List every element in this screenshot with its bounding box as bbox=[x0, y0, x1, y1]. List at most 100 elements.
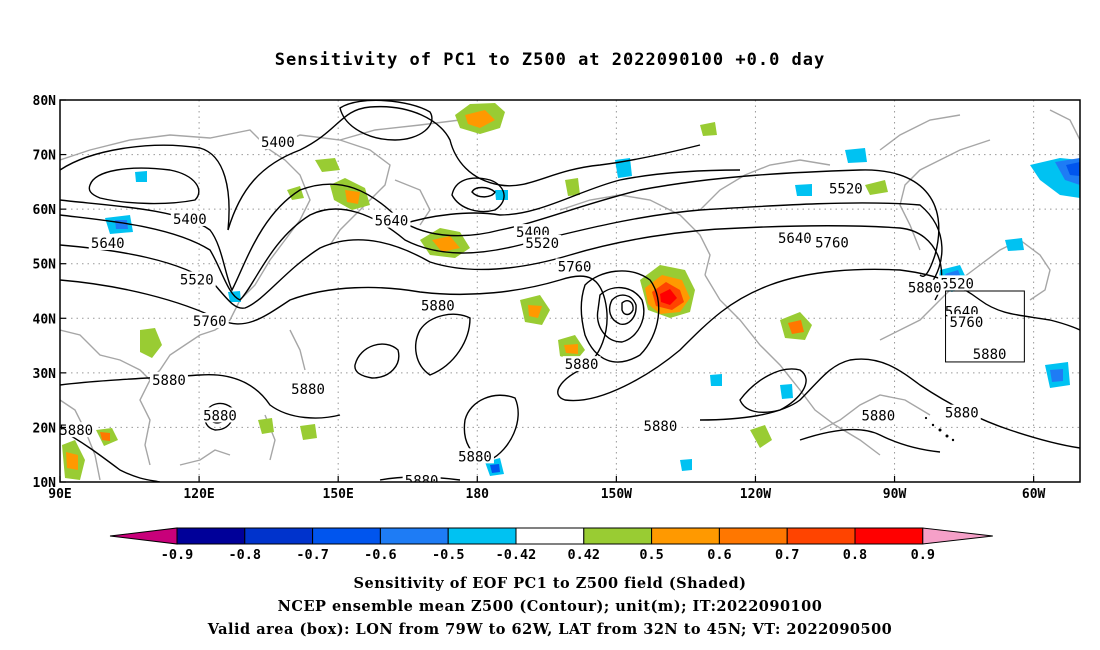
colorbar-segment bbox=[718, 527, 788, 545]
contour-label-bg bbox=[60, 422, 96, 438]
contour-label: 5880 bbox=[565, 357, 599, 373]
z500-contour-5400 bbox=[451, 177, 505, 213]
contour-label-bg bbox=[938, 275, 977, 291]
contour-label: 5880 bbox=[421, 299, 455, 315]
contour-label: 5640 bbox=[778, 231, 812, 247]
lat-tick-label: 30N bbox=[33, 367, 57, 382]
lat-tick-label: 80N bbox=[33, 94, 57, 109]
colorbar-above-triangle bbox=[922, 527, 993, 545]
lat-tick-label: 60N bbox=[33, 203, 57, 218]
contour-label: 5520 bbox=[829, 181, 863, 197]
positive-sensitivity-area bbox=[565, 178, 580, 196]
colorbar-segment bbox=[176, 527, 246, 545]
contour-label-bg bbox=[942, 404, 981, 420]
contour-label: 5880 bbox=[973, 347, 1007, 363]
colorbar-segment bbox=[244, 527, 314, 545]
positive-sensitivity-area bbox=[345, 190, 360, 204]
negative-sensitivity-area bbox=[115, 220, 128, 229]
negative-sensitivity-area bbox=[1050, 369, 1063, 382]
contour-label: 5760 bbox=[558, 259, 592, 275]
positive-sensitivity-area bbox=[750, 425, 772, 448]
lat-tick-label: 10N bbox=[33, 476, 57, 491]
positive-sensitivity-area bbox=[66, 452, 78, 470]
contour-label: 5520 bbox=[180, 273, 214, 289]
z500-contour-5400 bbox=[399, 169, 741, 226]
contour-label-bg bbox=[812, 234, 851, 250]
contour-label-bg bbox=[170, 210, 209, 226]
negative-sensitivity-area bbox=[780, 384, 793, 399]
z500-contour-5880 bbox=[354, 343, 400, 379]
contour-label-bg bbox=[418, 297, 457, 313]
contour-label-bg bbox=[970, 345, 1009, 361]
colorbar-label: 0.7 bbox=[775, 547, 799, 563]
contour-label: 5880 bbox=[945, 406, 979, 422]
contour-label: 5880 bbox=[59, 423, 93, 439]
z500-contour-5880 bbox=[739, 368, 807, 413]
lon-tick-label: 120W bbox=[740, 487, 771, 502]
colorbar-label: 0.6 bbox=[707, 547, 731, 563]
contour-label-bg bbox=[258, 134, 297, 150]
contour-label-bg bbox=[555, 258, 594, 274]
lat-tick-label: 50N bbox=[33, 258, 57, 273]
positive-sensitivity-area bbox=[865, 180, 888, 195]
negative-sensitivity-area bbox=[795, 184, 812, 196]
lon-tick-label: 90E bbox=[48, 487, 71, 502]
latitude-axis: 80N 70N 60N 50N 40N 30N 20N 10N bbox=[33, 94, 66, 491]
lon-tick-label: 90W bbox=[883, 487, 907, 502]
lon-tick-label: 150E bbox=[323, 487, 354, 502]
colorbar-segment bbox=[379, 527, 449, 545]
negative-sensitivity-area bbox=[490, 464, 500, 473]
longitude-axis: 90E 120E 150E 180 150W 120W 90W 60W bbox=[48, 476, 1046, 502]
contour-label: 5760 bbox=[193, 314, 227, 330]
contour-label: 5520 bbox=[525, 236, 559, 252]
z500-contour-5400 bbox=[471, 186, 496, 198]
negative-sensitivity-area bbox=[495, 190, 508, 200]
valid-area-box bbox=[945, 290, 1025, 363]
z500-contour-5880 bbox=[596, 287, 645, 343]
z500-contour-5880 bbox=[799, 428, 941, 453]
positive-sensitivity-area bbox=[465, 110, 495, 128]
negative-sensitivity-area bbox=[1005, 238, 1024, 251]
colorbar-segment bbox=[786, 527, 856, 545]
contour-label-bg bbox=[402, 472, 441, 482]
z500-contour-5520 bbox=[60, 169, 940, 292]
contour-label: 5640 bbox=[375, 214, 409, 230]
contour-label-bg bbox=[149, 371, 188, 387]
contour-label-bg bbox=[455, 448, 494, 464]
contour-label: 5520 bbox=[940, 276, 974, 292]
lat-tick-label: 20N bbox=[33, 421, 57, 436]
z500-contour-5880 bbox=[414, 313, 471, 376]
positive-sensitivity-area bbox=[788, 320, 804, 334]
colorbar-segment bbox=[583, 527, 653, 545]
contour-label-bg bbox=[562, 356, 601, 372]
colorbar: -0.9 -0.8 -0.7 -0.6 -0.5 -0.42 0.42 0.5 0.6 0.7 0.… bbox=[109, 527, 993, 563]
contour-label-bg bbox=[947, 314, 986, 330]
positive-sensitivity-area bbox=[315, 158, 340, 172]
contour-label-bg bbox=[372, 212, 411, 228]
contour-label: 5880 bbox=[405, 473, 439, 489]
colorbar-label: -0.7 bbox=[296, 547, 329, 563]
z500-contour-5880 bbox=[699, 358, 1080, 449]
lon-tick-label: 150W bbox=[601, 487, 632, 502]
colorbar-below-triangle bbox=[109, 527, 178, 545]
contour-label-bg bbox=[200, 407, 239, 423]
negative-sensitivity-area bbox=[680, 459, 692, 471]
positive-sensitivity-area bbox=[700, 122, 717, 136]
contour-label-bg bbox=[641, 417, 680, 433]
negative-sensitivity-area bbox=[710, 374, 722, 386]
positive-sensitivity-area bbox=[660, 289, 677, 305]
negative-sensitivity-area bbox=[135, 171, 147, 182]
z500-contour-5880 bbox=[60, 429, 161, 482]
contour-label-bg bbox=[859, 407, 898, 423]
z500-contour-5400 bbox=[60, 105, 701, 231]
contour-label: 5880 bbox=[203, 408, 237, 424]
colorbar-label: -0.6 bbox=[364, 547, 397, 563]
map-title: Sensitivity of PC1 to Z500 at 2022090100… bbox=[274, 50, 826, 70]
contour-label-bg bbox=[289, 381, 328, 397]
positive-sensitivity-area bbox=[432, 236, 460, 252]
contour-label-bg bbox=[88, 234, 127, 250]
colorbar-segment bbox=[515, 527, 585, 545]
contour-label: 5400 bbox=[261, 135, 295, 151]
negative-sensitivity-area bbox=[615, 158, 632, 178]
